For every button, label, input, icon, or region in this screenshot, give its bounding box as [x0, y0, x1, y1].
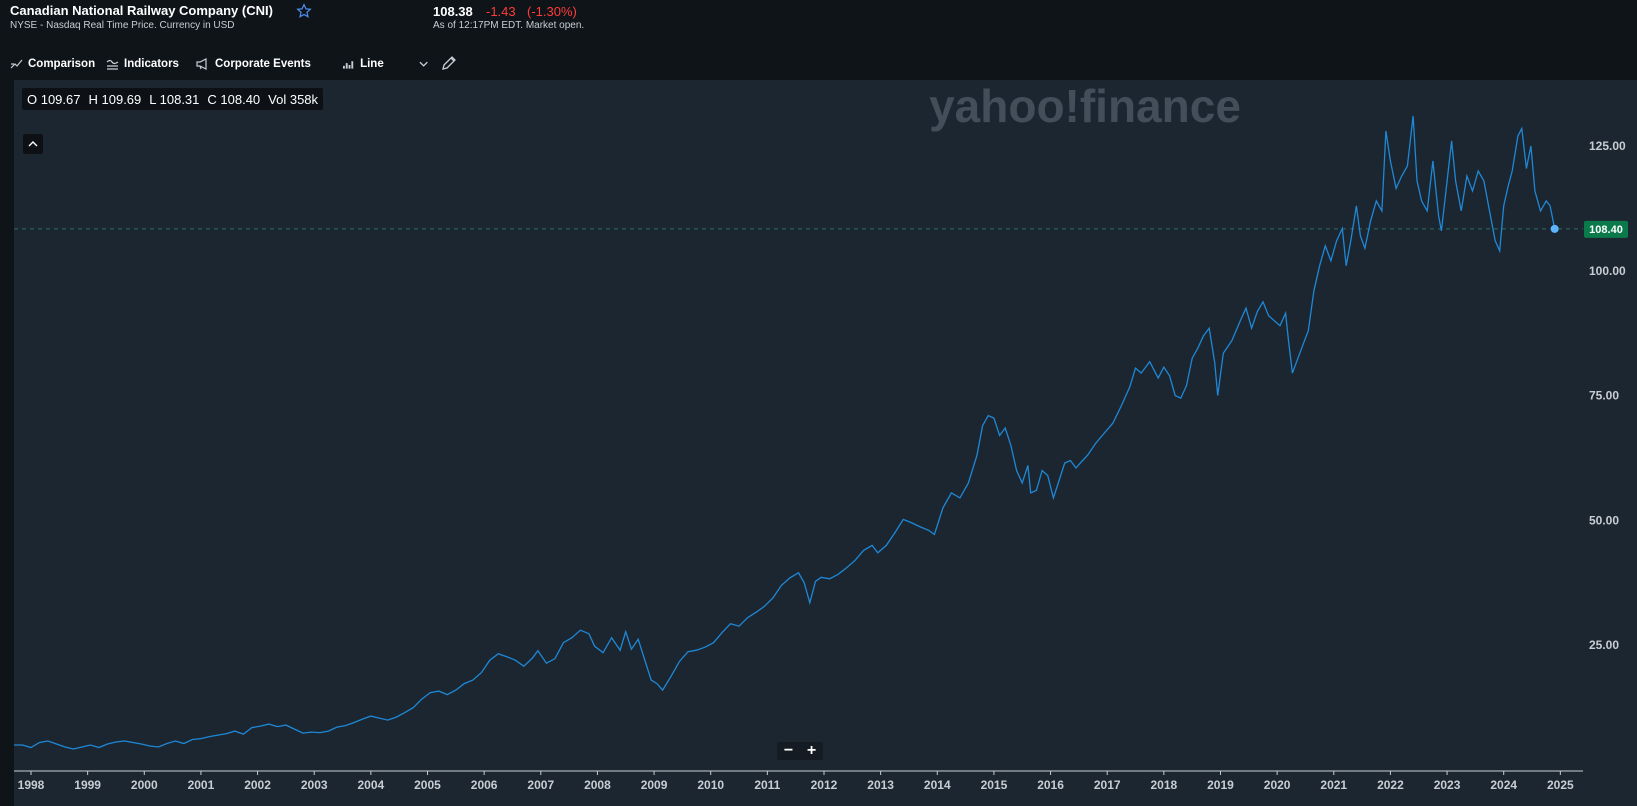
y-tick-label: 75.00 — [1589, 389, 1619, 403]
comparison-button[interactable]: Comparison — [10, 56, 95, 72]
x-tick-label: 2017 — [1094, 778, 1121, 792]
chart-type-label: Line — [360, 58, 384, 70]
ohlc-volume: Vol 358k — [268, 91, 319, 107]
quote-header: Canadian National Railway Company (CNI) … — [0, 0, 1637, 80]
x-tick-label: 2023 — [1434, 778, 1461, 792]
x-tick-label: 2001 — [188, 778, 215, 792]
y-tick-label: 50.00 — [1589, 513, 1619, 527]
last-price-badge — [1584, 220, 1628, 238]
x-tick-label: 2011 — [754, 778, 780, 792]
bar-chart-icon — [343, 60, 354, 69]
y-tick-label: 25.00 — [1589, 638, 1619, 652]
corporate-events-button[interactable]: Corporate Events — [196, 56, 311, 72]
x-tick-label: 2016 — [1037, 778, 1064, 792]
megaphone-icon — [196, 58, 207, 70]
last-price-label: 108.40 — [1589, 224, 1623, 236]
x-tick-label: 2005 — [414, 778, 441, 792]
ohlc-high: H 109.69 — [88, 91, 142, 107]
x-tick-label: 2025 — [1547, 778, 1574, 792]
ohlc-low: L 108.31 — [149, 91, 200, 107]
price-change-percent: (-1.30%) — [527, 4, 577, 19]
x-tick-label: 2019 — [1207, 778, 1234, 792]
x-tick-label: 2003 — [301, 778, 328, 792]
x-tick-label: 2000 — [131, 778, 158, 792]
x-tick-label: 2004 — [357, 778, 384, 792]
market-status: As of 12:17PM EDT. Market open. — [433, 20, 585, 31]
ohlc-open: O 109.67 — [27, 91, 81, 107]
zoom-controls: − + — [777, 742, 823, 760]
chevron-up-icon — [28, 141, 38, 147]
indicators-icon — [106, 59, 119, 70]
y-tick-label: 100.00 — [1589, 264, 1626, 278]
x-tick-label: 2010 — [697, 778, 724, 792]
last-price-dot — [1550, 224, 1559, 233]
collapse-button[interactable] — [23, 134, 43, 154]
page-title: Canadian National Railway Company (CNI) — [10, 3, 273, 18]
comparison-icon — [10, 59, 23, 69]
indicators-label: Indicators — [124, 58, 179, 70]
pencil-icon[interactable] — [440, 54, 458, 72]
comparison-label: Comparison — [28, 58, 96, 70]
x-tick-label: 2013 — [867, 778, 894, 792]
x-tick-label: 2009 — [641, 778, 668, 792]
x-tick-label: 1999 — [74, 778, 101, 792]
indicators-button[interactable]: Indicators — [106, 56, 179, 72]
zoom-out-button[interactable]: − — [783, 742, 794, 759]
ohlc-close: C 108.40 — [207, 91, 261, 107]
star-icon[interactable] — [296, 3, 312, 19]
corporate-events-label: Corporate Events — [215, 58, 311, 70]
x-tick-label: 2015 — [981, 778, 1008, 792]
x-tick-label: 2014 — [924, 778, 951, 792]
chevron-down-icon — [419, 61, 428, 67]
x-tick-label: 2024 — [1490, 778, 1517, 792]
x-tick-label: 2022 — [1377, 778, 1404, 792]
x-tick-label: 2002 — [244, 778, 271, 792]
chart-type-select[interactable]: Line — [343, 56, 428, 72]
exchange-info: NYSE - Nasdaq Real Time Price. Currency … — [10, 20, 235, 31]
x-tick-label: 2008 — [584, 778, 611, 792]
x-tick-label: 2006 — [471, 778, 498, 792]
x-tick-label: 2018 — [1150, 778, 1177, 792]
price-change: -1.43 — [486, 4, 516, 19]
x-tick-label: 2020 — [1264, 778, 1291, 792]
price-line — [14, 115, 1556, 750]
y-tick-label: 125.00 — [1589, 139, 1626, 153]
x-tick-label: 1998 — [18, 778, 45, 792]
x-tick-label: 2012 — [811, 778, 838, 792]
x-tick-label: 2007 — [527, 778, 554, 792]
zoom-in-button[interactable]: + — [806, 742, 817, 759]
chart-area[interactable] — [14, 80, 1637, 806]
x-tick-label: 2021 — [1320, 778, 1347, 792]
ohlc-readout: O 109.67 H 109.69 L 108.31 C 108.40 Vol … — [22, 88, 324, 110]
current-price: 108.38 — [433, 4, 473, 19]
watermark: yahoo!finance — [929, 80, 1241, 132]
